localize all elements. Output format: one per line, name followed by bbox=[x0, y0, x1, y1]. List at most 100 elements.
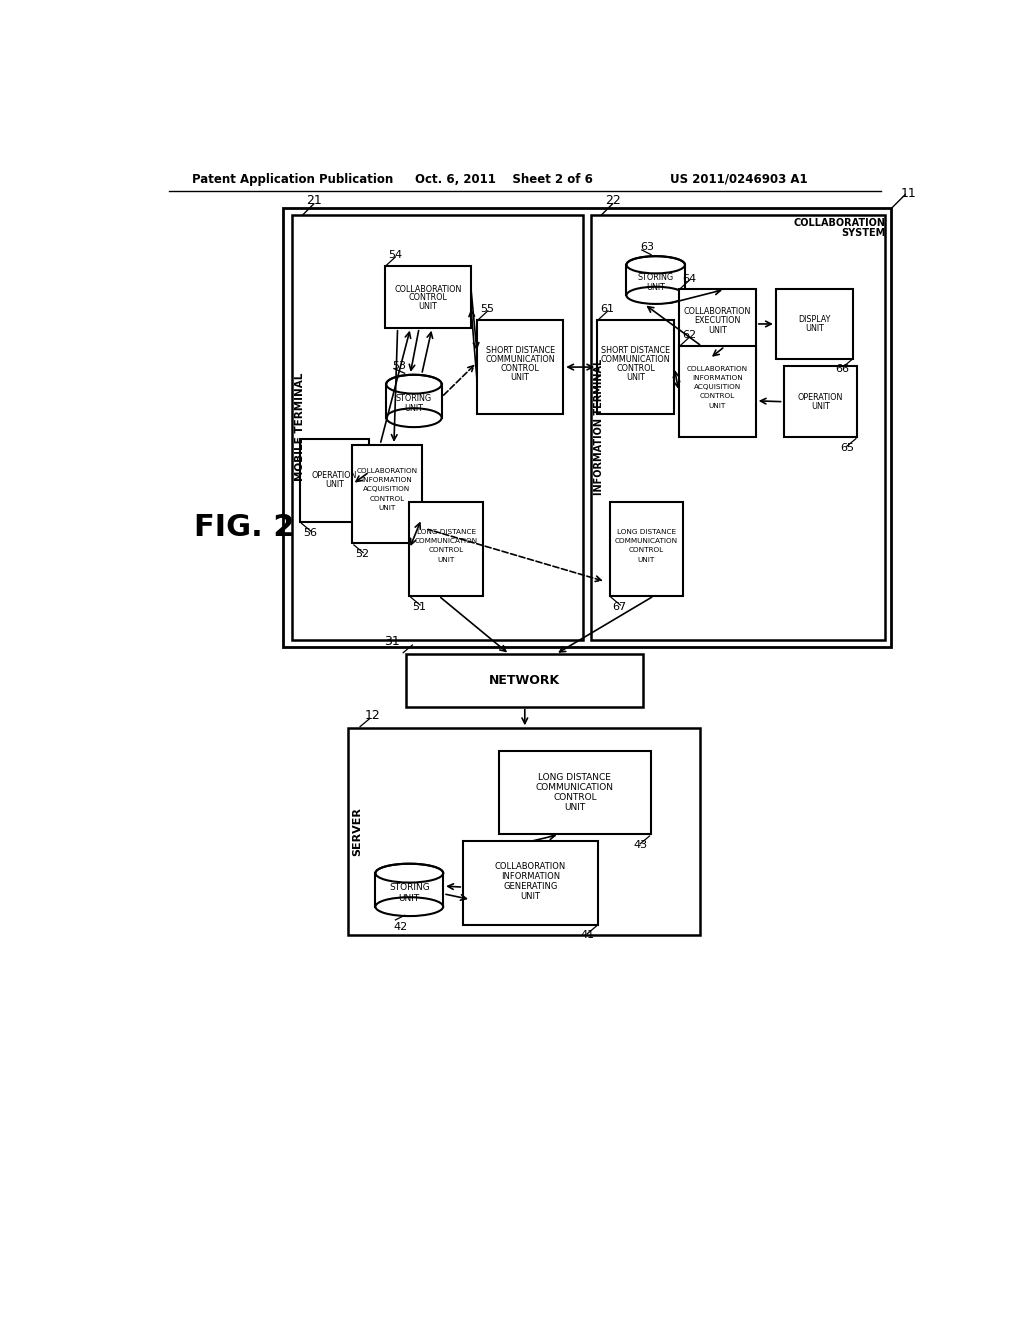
Bar bbox=[292, 215, 584, 640]
Ellipse shape bbox=[386, 375, 441, 393]
Text: UNIT: UNIT bbox=[805, 325, 823, 333]
Text: Oct. 6, 2011    Sheet 2 of 6: Oct. 6, 2011 Sheet 2 of 6 bbox=[416, 173, 593, 186]
Text: 62: 62 bbox=[682, 330, 696, 341]
Bar bbox=[386, 384, 441, 417]
Bar bbox=[300, 438, 370, 521]
Text: NETWORK: NETWORK bbox=[489, 675, 560, 686]
Bar bbox=[597, 321, 674, 414]
Bar bbox=[407, 655, 643, 706]
Bar bbox=[283, 209, 891, 647]
Bar bbox=[679, 346, 756, 437]
Text: 67: 67 bbox=[612, 602, 627, 611]
Text: UNIT: UNIT bbox=[326, 480, 344, 490]
Text: ACQUISITION: ACQUISITION bbox=[364, 487, 411, 492]
Text: ACQUISITION: ACQUISITION bbox=[693, 384, 741, 391]
Text: 56: 56 bbox=[303, 528, 317, 537]
Bar bbox=[591, 215, 885, 640]
Text: OPERATION: OPERATION bbox=[798, 392, 843, 401]
Bar bbox=[376, 873, 443, 907]
Bar bbox=[410, 502, 483, 595]
Text: LONG DISTANCE: LONG DISTANCE bbox=[616, 529, 676, 535]
Text: STORING: STORING bbox=[389, 883, 430, 892]
Text: COLLABORATION: COLLABORATION bbox=[394, 285, 462, 294]
Bar bbox=[627, 265, 685, 296]
Bar bbox=[776, 289, 853, 359]
Bar bbox=[499, 751, 651, 834]
Text: STORING: STORING bbox=[396, 395, 432, 403]
Text: COLLABORATION: COLLABORATION bbox=[356, 469, 418, 474]
Text: CONTROL: CONTROL bbox=[699, 393, 735, 400]
Text: CONTROL: CONTROL bbox=[501, 364, 540, 374]
Text: CONTROL: CONTROL bbox=[370, 496, 404, 502]
Text: 21: 21 bbox=[306, 194, 322, 207]
Text: 42: 42 bbox=[394, 921, 409, 932]
Ellipse shape bbox=[627, 256, 685, 273]
Text: INFORMATION: INFORMATION bbox=[501, 871, 560, 880]
Bar bbox=[477, 321, 563, 414]
Text: UNIT: UNIT bbox=[564, 803, 586, 812]
Text: SHORT DISTANCE: SHORT DISTANCE bbox=[485, 346, 555, 355]
Text: SYSTEM: SYSTEM bbox=[841, 228, 885, 239]
Text: COMMUNICATION: COMMUNICATION bbox=[485, 355, 555, 364]
Text: 22: 22 bbox=[605, 194, 621, 207]
Text: COLLABORATION: COLLABORATION bbox=[684, 308, 751, 315]
Text: STORING: STORING bbox=[638, 273, 674, 282]
Text: UNIT: UNIT bbox=[378, 506, 395, 511]
Text: CONTROL: CONTROL bbox=[429, 548, 464, 553]
Text: FIG. 2: FIG. 2 bbox=[195, 513, 295, 543]
Text: SERVER: SERVER bbox=[352, 807, 361, 855]
Text: SHORT DISTANCE: SHORT DISTANCE bbox=[601, 346, 671, 355]
Text: UNIT: UNIT bbox=[709, 403, 726, 409]
Text: INFORMATION TERMINAL: INFORMATION TERMINAL bbox=[594, 359, 604, 495]
Text: CONTROL: CONTROL bbox=[409, 293, 447, 302]
Text: INFORMATION: INFORMATION bbox=[361, 478, 413, 483]
Text: UNIT: UNIT bbox=[437, 557, 455, 562]
Text: COMMUNICATION: COMMUNICATION bbox=[601, 355, 671, 364]
Text: UNIT: UNIT bbox=[398, 894, 420, 903]
Text: 63: 63 bbox=[640, 242, 654, 252]
Text: COMMUNICATION: COMMUNICATION bbox=[614, 539, 678, 544]
Text: UNIT: UNIT bbox=[511, 374, 529, 383]
Text: 61: 61 bbox=[600, 305, 614, 314]
Text: COLLABORATION: COLLABORATION bbox=[495, 862, 566, 870]
Text: UNIT: UNIT bbox=[638, 557, 655, 562]
Text: UNIT: UNIT bbox=[811, 401, 829, 411]
Bar bbox=[348, 729, 700, 935]
Ellipse shape bbox=[627, 286, 685, 304]
Text: OPERATION: OPERATION bbox=[312, 471, 357, 480]
Text: LONG DISTANCE: LONG DISTANCE bbox=[417, 529, 476, 535]
Text: UNIT: UNIT bbox=[708, 326, 727, 334]
Text: CONTROL: CONTROL bbox=[629, 548, 664, 553]
Bar bbox=[783, 367, 857, 437]
Text: Patent Application Publication: Patent Application Publication bbox=[193, 173, 393, 186]
Bar bbox=[679, 289, 756, 359]
Text: 52: 52 bbox=[355, 549, 370, 560]
Text: UNIT: UNIT bbox=[646, 284, 666, 292]
Bar bbox=[352, 445, 422, 544]
Text: COLLABORATION: COLLABORATION bbox=[794, 218, 885, 227]
Bar bbox=[609, 502, 683, 595]
Text: CONTROL: CONTROL bbox=[616, 364, 655, 374]
Bar bbox=[463, 841, 598, 924]
Text: EXECUTION: EXECUTION bbox=[694, 317, 740, 325]
Text: INFORMATION: INFORMATION bbox=[692, 375, 742, 381]
Ellipse shape bbox=[386, 408, 441, 428]
Text: 41: 41 bbox=[581, 931, 595, 940]
Text: LONG DISTANCE: LONG DISTANCE bbox=[539, 774, 611, 781]
Text: COLLABORATION: COLLABORATION bbox=[687, 366, 748, 372]
Text: 65: 65 bbox=[841, 444, 854, 453]
Text: 31: 31 bbox=[384, 635, 400, 648]
Text: COMMUNICATION: COMMUNICATION bbox=[536, 783, 613, 792]
Text: 55: 55 bbox=[480, 305, 495, 314]
Text: 51: 51 bbox=[413, 602, 426, 611]
Text: UNIT: UNIT bbox=[627, 374, 645, 383]
Ellipse shape bbox=[376, 863, 443, 883]
Text: 11: 11 bbox=[900, 186, 916, 199]
Text: 53: 53 bbox=[392, 360, 407, 371]
Text: CONTROL: CONTROL bbox=[553, 793, 597, 803]
Text: UNIT: UNIT bbox=[520, 891, 541, 900]
Text: 43: 43 bbox=[634, 841, 648, 850]
Ellipse shape bbox=[376, 898, 443, 916]
Text: 12: 12 bbox=[365, 709, 380, 722]
Text: US 2011/0246903 A1: US 2011/0246903 A1 bbox=[670, 173, 807, 186]
